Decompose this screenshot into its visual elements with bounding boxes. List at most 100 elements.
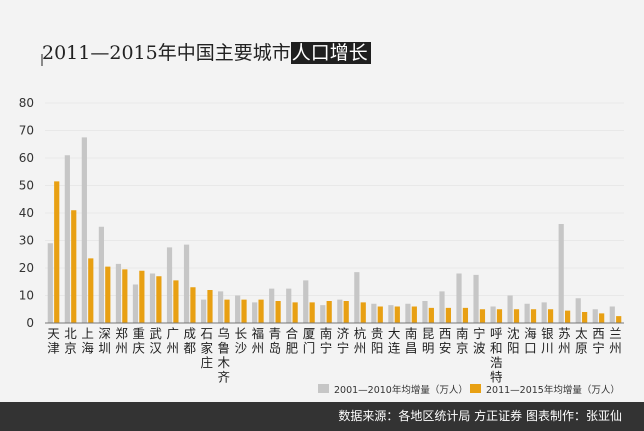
title-main: 2011—2015年中国主要城市	[42, 42, 291, 64]
bar-b-西安	[445, 307, 451, 323]
bar-a-太原	[575, 298, 581, 323]
bar-a-福州	[252, 302, 258, 323]
footer-source: 数据来源：各地区统计局 方正证券 图表制作：张亚仙	[0, 402, 644, 431]
bar-a-北京	[64, 155, 70, 323]
x-tick-label: 沈阳	[507, 326, 520, 356]
x-tick-label: 广州	[166, 326, 179, 356]
bar-a-呼和浩特	[490, 306, 496, 323]
x-tick-label: 福州	[252, 326, 265, 356]
x-tick-label: 天津	[47, 326, 60, 356]
bar-a-宁波	[473, 274, 479, 323]
bar-b-天津	[54, 181, 60, 323]
legend-swatch-2	[470, 384, 481, 393]
bar-b-北京	[71, 210, 77, 323]
bar-a-天津	[47, 243, 53, 323]
y-tick-label: 80	[19, 96, 34, 110]
bar-a-上海	[81, 137, 87, 323]
bar-b-宁波	[479, 309, 486, 323]
x-tick-label: 兰州	[609, 326, 622, 356]
bar-b-沈阳	[513, 309, 520, 323]
bar-a-长沙	[235, 295, 241, 323]
bar-a-西宁	[592, 309, 598, 323]
x-tick-label: 长沙	[235, 326, 248, 356]
bar-a-海口	[524, 303, 530, 323]
x-tick-label: 合肥	[286, 326, 299, 356]
bar-a-西安	[439, 291, 445, 323]
legend-label-2: 2011—2015年均增量（万人）	[486, 384, 620, 396]
bar-b-深圳	[105, 266, 111, 323]
bar-a-广州	[166, 247, 173, 323]
bar-b-兰州	[616, 316, 622, 323]
bar-a-重庆	[132, 284, 139, 323]
x-tick-label: 青岛	[269, 326, 282, 356]
bar-a-石家庄	[200, 299, 207, 323]
bar-b-昆明	[428, 307, 434, 323]
bar-b-呼和浩特	[496, 309, 503, 323]
chart-title: 2011—2015年中国主要城市人口增长	[42, 40, 371, 66]
bar-a-银川	[541, 302, 547, 323]
x-tick-label: 深圳	[98, 326, 111, 356]
bar-a-杭州	[354, 272, 360, 323]
x-tick-label: 银川	[541, 326, 554, 356]
bar-b-苏州	[564, 310, 571, 323]
x-tick-label: 西安	[439, 326, 452, 356]
bar-a-武汉	[149, 273, 156, 323]
x-tick-label: 太原	[575, 326, 588, 356]
bar-a-济宁	[337, 299, 343, 323]
bar-b-厦门	[309, 302, 315, 323]
y-tick-label: 70	[19, 124, 34, 138]
y-tick-label: 0	[26, 316, 34, 330]
x-tick-label: 成都	[183, 326, 196, 356]
bar-b-太原	[582, 312, 588, 323]
x-tick-label: 南京	[456, 326, 469, 356]
bar-a-苏州	[558, 224, 564, 323]
x-tick-label: 大连	[388, 326, 401, 356]
bar-b-南宁	[326, 301, 332, 323]
bar-b-长沙	[241, 299, 247, 323]
bar-b-海口	[530, 309, 537, 323]
x-tick-label: 厦门	[303, 326, 316, 356]
bar-b-青岛	[275, 301, 281, 323]
x-tick-label: 石家庄	[201, 326, 214, 370]
bar-b-合肥	[292, 302, 298, 323]
bar-b-郑州	[122, 269, 128, 323]
bar-b-福州	[258, 299, 264, 323]
bar-a-南京	[456, 273, 462, 323]
bar-b-上海	[88, 258, 94, 323]
bar-a-贵阳	[371, 303, 377, 323]
bar-a-南昌	[405, 303, 411, 323]
bar-a-合肥	[286, 288, 292, 323]
bar-a-成都	[183, 244, 190, 323]
x-tick-label: 西宁	[592, 326, 605, 356]
x-tick-label: 苏州	[558, 326, 571, 356]
bar-b-广州	[173, 280, 179, 323]
bar-b-贵阳	[377, 306, 383, 323]
x-tick-label: 杭州	[354, 326, 367, 356]
bar-a-昆明	[422, 301, 428, 323]
y-tick-label: 30	[19, 234, 34, 248]
bars	[47, 137, 622, 323]
x-tick-label: 郑州	[115, 326, 128, 356]
bar-a-南宁	[320, 305, 326, 323]
bar-chart: 0 10 20 30 40 50 60 70 80 天津北京上海深圳郑州重庆武汉广州成都石家庄乌鲁…	[19, 54, 624, 396]
x-tick-label: 武汉	[149, 326, 162, 356]
x-tick-label: 贵阳	[371, 326, 384, 356]
x-tick-label: 南昌	[405, 326, 418, 356]
bar-a-青岛	[269, 288, 275, 323]
bar-a-深圳	[98, 226, 105, 323]
x-tick-label: 呼和浩特	[490, 326, 503, 385]
bar-b-重庆	[139, 270, 145, 323]
legend-label-1: 2001—2010年均增量（万人）	[334, 384, 468, 396]
title-highlight: 人口增长	[290, 42, 371, 64]
bar-b-南昌	[411, 306, 417, 323]
bar-a-厦门	[303, 280, 309, 323]
y-tick-label: 60	[19, 151, 34, 165]
bar-a-郑州	[115, 263, 122, 323]
x-tick-label: 海口	[524, 326, 537, 356]
x-tick-label: 重庆	[132, 326, 145, 356]
bar-b-武汉	[156, 276, 162, 323]
x-tick-label: 北京	[64, 326, 77, 356]
x-tick-label: 上海	[81, 326, 94, 356]
bar-b-西宁	[599, 313, 605, 323]
bar-a-乌鲁木齐	[218, 291, 224, 323]
